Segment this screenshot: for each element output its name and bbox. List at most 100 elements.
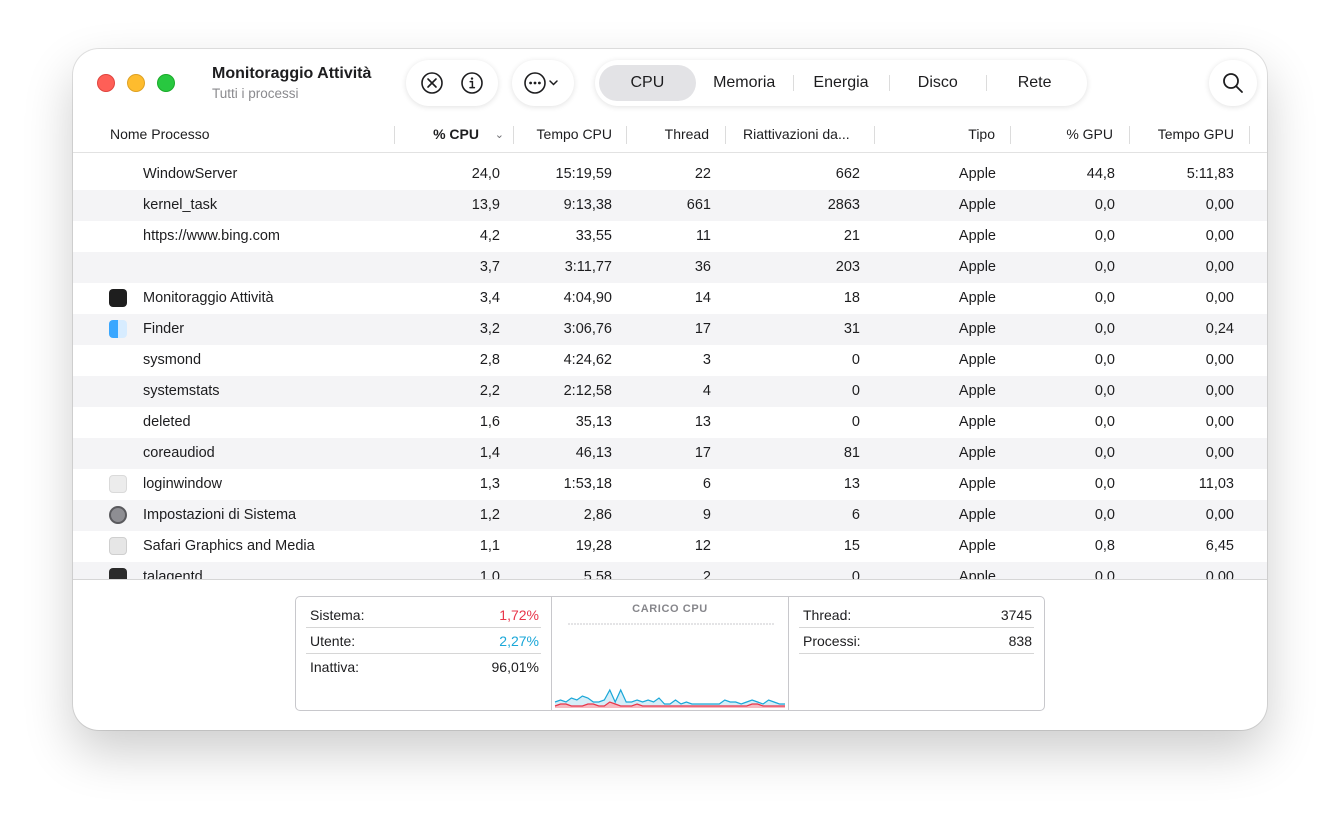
magnifying-glass-icon — [1223, 73, 1243, 93]
column-header-name[interactable]: Nome Processo — [110, 121, 395, 152]
cell-cpu-time: 15:19,59 — [555, 166, 612, 182]
tab-cpu[interactable]: CPU — [599, 65, 696, 101]
stat-label: Thread: — [803, 607, 852, 623]
cell-cpu-time: 4:04,90 — [563, 290, 612, 306]
column-header-label: Tipo — [968, 126, 995, 142]
minimize-window-button[interactable] — [127, 74, 145, 92]
cell-kind: Apple — [958, 507, 996, 523]
cell-cpu-time: 3:11,77 — [564, 259, 612, 275]
tab-disco[interactable]: Disco — [889, 65, 986, 101]
cell-gpu: 0,0 — [1094, 414, 1115, 430]
stat-value-utente: 2,27% — [499, 633, 539, 649]
cell-gpu-time: 0,00 — [1205, 259, 1234, 275]
cell-threads: 3 — [702, 352, 711, 368]
cell-threads: 36 — [694, 259, 711, 275]
process-name: kernel_task — [143, 197, 218, 213]
cell-kind: Apple — [958, 321, 996, 337]
inspect-process-button[interactable] — [454, 65, 490, 101]
cell-wakeups: 13 — [843, 476, 860, 492]
cell-kind: Apple — [958, 259, 996, 275]
table-row[interactable]: systemstats 2,2 2:12,58 4 0 Apple 0,0 0,00 — [73, 376, 1267, 407]
cell-threads: 2 — [702, 569, 711, 579]
cell-gpu-time: 0,00 — [1205, 445, 1234, 461]
stat-label: Utente: — [310, 633, 356, 649]
cell-gpu: 0,0 — [1094, 445, 1115, 461]
cell-kind: Apple — [958, 538, 996, 554]
sort-descending-icon: ⌄ — [494, 129, 504, 141]
table-row[interactable]: WindowServer 24,0 15:19,59 22 662 Apple 44,8 5:… — [73, 159, 1267, 190]
zoom-window-button[interactable] — [157, 74, 175, 92]
cell-gpu-time: 0,00 — [1205, 290, 1234, 306]
tab-rete[interactable]: Rete — [986, 65, 1083, 101]
cpu-usage-summary: Sistema: 1,72% Utente: 2,27% Inattiva: 9… — [296, 597, 551, 710]
cell-cpu-time: 9:13,38 — [563, 197, 612, 213]
cell-wakeups: 203 — [835, 259, 860, 275]
column-header-kind[interactable]: Tipo — [875, 121, 1011, 152]
window-title: Monitoraggio Attività — [212, 65, 372, 82]
close-window-button[interactable] — [97, 74, 115, 92]
divider — [73, 579, 1267, 580]
table-row[interactable]: kernel_task 13,9 9:13,38 661 2863 Apple 0,0 0,0… — [73, 190, 1267, 221]
table-row[interactable]: Impostazioni di Sistema 1,2 2,86 9 6 Apple 0,0… — [73, 500, 1267, 531]
cell-kind: Apple — [958, 414, 996, 430]
more-actions-button[interactable] — [512, 60, 574, 106]
table-row[interactable]: 3,7 3:11,77 36 203 Apple 0,0 0,00 — [73, 252, 1267, 283]
search-button[interactable] — [1209, 60, 1257, 106]
cell-kind: Apple — [958, 383, 996, 399]
cell-wakeups: 0 — [851, 569, 860, 579]
table-row[interactable]: https://www.bing.com 4,2 33,55 11 21 Apple 0,0… — [73, 221, 1267, 252]
cell-gpu-time: 0,00 — [1205, 228, 1234, 244]
cell-gpu-time: 6,45 — [1205, 538, 1234, 554]
cell-cpu: 1,3 — [479, 476, 500, 492]
column-header-cpu-time[interactable]: Tempo CPU — [514, 121, 627, 152]
stop-process-button[interactable] — [414, 65, 450, 101]
cell-threads: 14 — [694, 290, 711, 306]
stat-label: Sistema: — [310, 607, 365, 623]
column-header-wakeups[interactable]: Riattivazioni da... — [726, 121, 875, 152]
cell-wakeups: 81 — [843, 445, 860, 461]
table-row[interactable]: deleted 1,6 35,13 13 0 Apple 0,0 0,00 — [73, 407, 1267, 438]
system-settings-icon — [109, 506, 127, 524]
cell-cpu: 1,1 — [479, 538, 500, 554]
tab-energia[interactable]: Energia — [792, 65, 890, 101]
stat-value-sistema: 1,72% — [499, 607, 539, 623]
cell-gpu: 0,0 — [1094, 507, 1115, 523]
cell-threads: 17 — [694, 321, 711, 337]
cell-wakeups: 18 — [843, 290, 860, 306]
tab-memoria[interactable]: Memoria — [713, 74, 776, 91]
stat-row-processi: Processi: 838 — [799, 629, 1034, 654]
cell-gpu-time: 0,00 — [1205, 352, 1234, 368]
cell-kind: Apple — [958, 445, 996, 461]
table-row[interactable]: Safari Graphics and Media 1,1 19,28 12 15 App… — [73, 531, 1267, 562]
cell-cpu-time: 46,13 — [575, 445, 612, 461]
cell-gpu: 0,0 — [1094, 290, 1115, 306]
column-header-cpu[interactable]: % CPU ⌄ — [395, 121, 514, 152]
cell-threads: 661 — [686, 197, 711, 213]
cell-cpu: 13,9 — [471, 197, 500, 213]
window-subtitle[interactable]: Tutti i processi — [212, 86, 299, 101]
process-actions-group — [406, 60, 498, 106]
table-row[interactable]: Finder 3,2 3:06,76 17 31 Apple 0,0 0,24 — [73, 314, 1267, 345]
cell-wakeups: 0 — [851, 414, 860, 430]
process-name: Monitoraggio Attività — [143, 290, 274, 306]
process-name: deleted — [143, 414, 191, 430]
table-row[interactable]: Monitoraggio Attività 3,4 4:04,90 14 18 Apple… — [73, 283, 1267, 314]
column-header-gpu[interactable]: % GPU — [1011, 121, 1130, 152]
table-row[interactable]: loginwindow 1,3 1:53,18 6 13 Apple 0,0 11,03 — [73, 469, 1267, 500]
cell-threads: 12 — [694, 538, 711, 554]
cell-gpu: 0,8 — [1094, 538, 1115, 554]
thread-process-summary: Thread: 3745 Processi: 838 — [789, 597, 1044, 710]
table-row[interactable]: coreaudiod 1,4 46,13 17 81 Apple 0,0 0,00 — [73, 438, 1267, 469]
cell-gpu: 0,0 — [1094, 321, 1115, 337]
cell-gpu-time: 0,00 — [1205, 414, 1234, 430]
toolbar: Monitoraggio Attività Tutti i processi — [73, 49, 1267, 121]
cell-cpu-time: 4:24,62 — [563, 352, 612, 368]
cell-cpu: 3,2 — [479, 321, 500, 337]
cell-kind: Apple — [958, 290, 996, 306]
cell-gpu: 44,8 — [1086, 166, 1115, 182]
column-header-threads[interactable]: Thread — [627, 121, 726, 152]
table-row[interactable]: talagentd 1,0 5,58 2 0 Apple 0,0 0,00 — [73, 562, 1267, 579]
column-header-gpu-time[interactable]: Tempo GPU — [1130, 121, 1250, 152]
table-row[interactable]: sysmond 2,8 4:24,62 3 0 Apple 0,0 0,00 — [73, 345, 1267, 376]
process-table-body[interactable]: WindowServer 24,0 15:19,59 22 662 Apple 44,8 5:… — [73, 159, 1267, 579]
